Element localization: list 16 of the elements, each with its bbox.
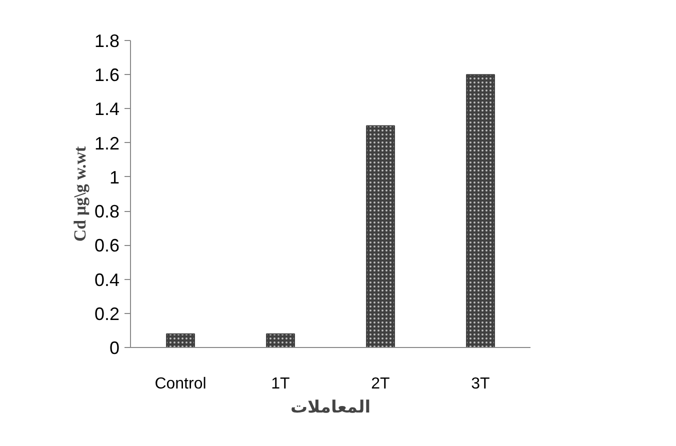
y-tick-label: 0.2 — [94, 304, 120, 324]
y-tick-label: 1.2 — [94, 133, 120, 154]
y-axis-title: Cd µg\g w.wt — [70, 146, 90, 242]
y-tick-label: 0.4 — [94, 270, 120, 290]
y-tick-label: 0 — [109, 338, 120, 358]
y-tick-label: 1.8 — [94, 31, 120, 51]
x-tick-label: 2T — [371, 376, 390, 392]
y-tick-label: 1 — [109, 167, 120, 188]
y-tick-label: 0.6 — [94, 236, 120, 256]
x-axis-title: المعاملات — [290, 398, 371, 418]
y-tick-label: 1.4 — [94, 99, 120, 120]
x-tick-label: 3T — [471, 376, 490, 392]
x-tick-label: Control — [154, 376, 206, 392]
y-tick-label: 0.8 — [94, 202, 120, 222]
y-tick-label: 1.6 — [94, 65, 120, 86]
x-tick-label: 1T — [271, 376, 290, 392]
